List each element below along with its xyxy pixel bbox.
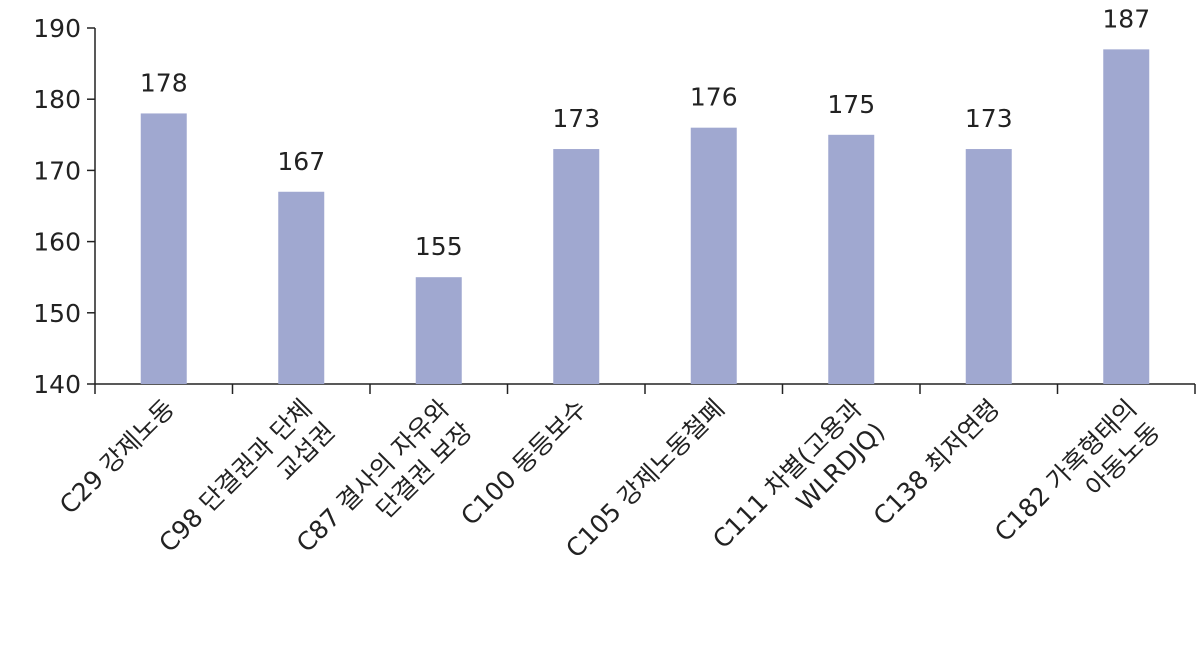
- value-label: 173: [552, 104, 600, 133]
- y-tick-label: 150: [33, 299, 81, 328]
- x-tick-label: C29 강제노동: [54, 394, 180, 520]
- y-tick-label: 170: [33, 156, 81, 185]
- bar: [278, 191, 325, 384]
- y-tick-label: 180: [33, 85, 81, 114]
- bar: [965, 149, 1012, 384]
- y-tick-label: 140: [33, 370, 81, 399]
- y-tick-label: 160: [33, 228, 81, 257]
- value-label: 173: [965, 104, 1013, 133]
- value-label: 167: [277, 147, 325, 176]
- value-label: 155: [415, 232, 463, 261]
- bar: [828, 134, 875, 384]
- bar: [1103, 49, 1150, 385]
- x-tick-label: C138 최저연령: [868, 394, 1005, 531]
- value-label: 175: [827, 90, 875, 119]
- x-tick-label-line: C100 동등보수: [455, 394, 592, 531]
- value-label: 187: [1102, 4, 1150, 33]
- bar: [415, 277, 462, 384]
- value-label: 176: [690, 83, 738, 112]
- value-label: 178: [140, 68, 188, 97]
- x-tick-label: C100 동등보수: [455, 394, 592, 531]
- bar: [553, 149, 600, 384]
- x-tick-label: C111 차별(고용과WLRDJQ): [707, 394, 890, 577]
- bar: [690, 127, 737, 385]
- y-tick-label: 190: [33, 14, 81, 43]
- x-tick-label: C182 가혹형태의아동노동: [989, 394, 1166, 571]
- x-tick-label-line: C29 강제노동: [54, 394, 180, 520]
- x-tick-label-line: C138 최저연령: [868, 394, 1005, 531]
- bar: [140, 113, 187, 384]
